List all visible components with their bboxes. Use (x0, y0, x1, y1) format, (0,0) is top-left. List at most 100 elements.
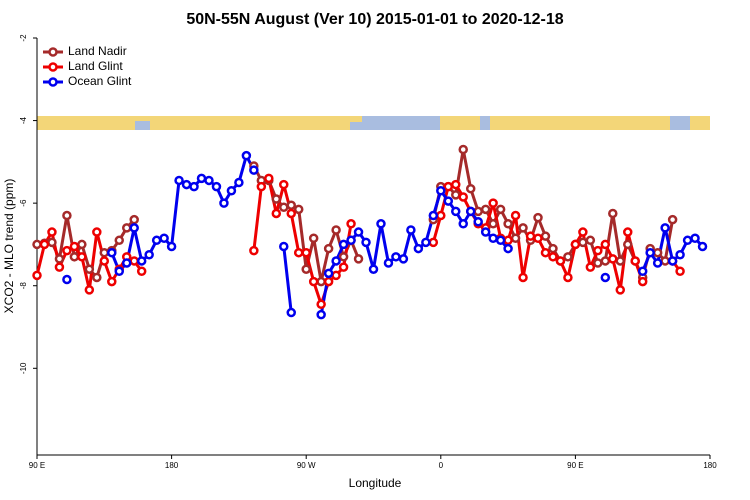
data-point (293, 247, 304, 258)
data-point (316, 276, 326, 287)
data-point (563, 272, 573, 283)
data-point (62, 274, 72, 285)
data-point (84, 264, 95, 274)
data-point (256, 181, 267, 192)
data-point (637, 266, 648, 277)
y-tick-label: -8 (19, 282, 28, 290)
data-point (151, 235, 162, 246)
data-point (338, 239, 349, 250)
x-tick-label: 180 (703, 461, 717, 470)
data-point (510, 210, 521, 221)
data-point (293, 204, 304, 215)
data-point (338, 262, 349, 272)
data-point (578, 227, 588, 237)
data-point (510, 233, 521, 243)
data-point (488, 198, 498, 208)
data-point (174, 175, 184, 186)
data-point (473, 216, 483, 227)
data-point (121, 258, 132, 268)
data-point (226, 186, 237, 196)
data-point (593, 258, 603, 268)
legend-label: Land Glint (68, 59, 123, 73)
chart-title: 50N-55N August (Ver 10) 2015-01-01 to 20… (186, 11, 563, 28)
data-point (533, 233, 543, 243)
data-point (600, 239, 611, 250)
data-point (675, 250, 685, 260)
data-point (331, 256, 341, 266)
data-point (555, 256, 566, 266)
data-point (166, 241, 177, 252)
y-axis-label: XCO2 - MLO trend (ppm) (2, 179, 16, 314)
data-point (630, 256, 640, 266)
data-point (264, 173, 274, 184)
data-point (398, 254, 409, 264)
y-tick-label: -6 (19, 199, 28, 207)
data-point (645, 247, 655, 258)
data-point (234, 177, 244, 188)
data-point (503, 243, 513, 254)
x-axis-label: Longitude (349, 476, 402, 490)
data-point (114, 266, 125, 277)
data-point (675, 266, 685, 277)
data-point (144, 250, 154, 260)
data-point (615, 256, 626, 266)
data-point (32, 270, 42, 281)
data-point (271, 194, 282, 204)
data-point (488, 219, 498, 229)
data-point (129, 256, 139, 266)
data-point (47, 237, 57, 248)
data-point (451, 179, 461, 190)
data-point (136, 266, 147, 277)
data-point (503, 219, 513, 229)
data-point (346, 235, 356, 246)
data-point (77, 239, 87, 250)
data-point (548, 243, 558, 254)
data-point (578, 237, 588, 248)
data-point (451, 206, 461, 217)
data-point (451, 190, 461, 200)
data-point (436, 186, 446, 196)
data-point (323, 276, 334, 287)
legend-marker (48, 62, 58, 72)
data-point (660, 256, 670, 266)
data-point (563, 252, 573, 262)
data-point (286, 200, 296, 210)
data-point (368, 264, 379, 274)
x-tick-label: 90 E (567, 461, 583, 470)
data-point (204, 175, 214, 186)
data-point (32, 239, 42, 250)
data-point (353, 254, 364, 264)
data-point (279, 202, 289, 213)
data-point (361, 237, 371, 248)
data-point (615, 285, 626, 295)
data-point (443, 181, 454, 192)
data-point (383, 258, 394, 268)
data-point (540, 247, 551, 258)
data-point (376, 219, 386, 229)
data-point (84, 285, 95, 295)
data-point (443, 196, 454, 206)
data-point (279, 179, 289, 190)
data-point (69, 241, 80, 252)
data-point (99, 247, 110, 258)
data-point (316, 299, 326, 310)
data-point (346, 219, 356, 229)
data-point (249, 165, 259, 175)
data-point (682, 235, 693, 246)
data-point (196, 173, 207, 184)
data-point (77, 252, 87, 262)
data-point (301, 264, 311, 274)
data-point (62, 245, 72, 256)
data-point (241, 150, 252, 161)
data-point (129, 214, 139, 225)
data-point (652, 247, 663, 258)
data-point (518, 223, 528, 233)
x-tick-label: 0 (439, 461, 444, 470)
data-point (428, 237, 439, 248)
data-point (622, 227, 633, 237)
data-point (92, 272, 102, 283)
data-point (338, 252, 349, 262)
data-point (637, 276, 648, 287)
data-point (331, 225, 341, 235)
data-point (503, 235, 513, 246)
